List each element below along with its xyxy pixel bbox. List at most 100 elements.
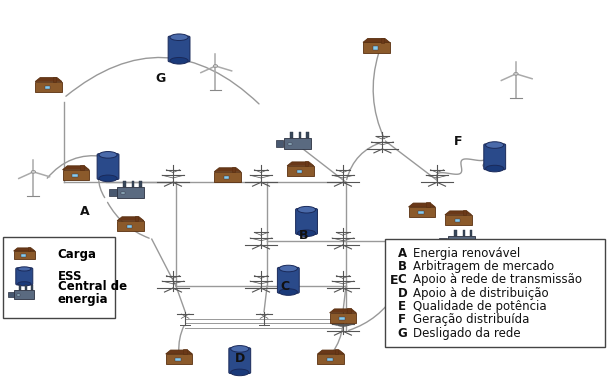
Bar	[288, 143, 292, 145]
FancyArrowPatch shape	[347, 142, 383, 180]
Polygon shape	[214, 168, 241, 172]
Polygon shape	[363, 38, 390, 42]
Polygon shape	[117, 217, 144, 221]
FancyBboxPatch shape	[287, 166, 314, 176]
Text: Energia renovável: Energia renovável	[413, 247, 520, 260]
FancyBboxPatch shape	[484, 144, 506, 170]
Bar	[109, 189, 117, 196]
Bar	[232, 167, 236, 172]
FancyBboxPatch shape	[317, 354, 344, 364]
Bar	[139, 181, 141, 187]
Ellipse shape	[18, 267, 31, 271]
Bar	[127, 225, 132, 228]
FancyArrowPatch shape	[47, 156, 103, 178]
Bar	[21, 254, 25, 257]
Bar	[30, 285, 33, 290]
Bar	[373, 47, 378, 50]
Text: Apoio à de distribuição: Apoio à de distribuição	[413, 287, 548, 299]
Text: ESS: ESS	[58, 270, 82, 283]
FancyArrowPatch shape	[373, 54, 384, 139]
Ellipse shape	[297, 230, 316, 236]
FancyBboxPatch shape	[168, 36, 190, 62]
Bar	[448, 236, 475, 247]
Ellipse shape	[486, 142, 504, 148]
Bar	[284, 138, 311, 149]
Text: A: A	[80, 205, 90, 218]
Polygon shape	[445, 211, 472, 215]
Ellipse shape	[388, 275, 407, 281]
FancyBboxPatch shape	[3, 237, 115, 318]
FancyBboxPatch shape	[330, 313, 356, 323]
Text: F: F	[454, 134, 463, 148]
Circle shape	[514, 73, 518, 75]
Bar	[455, 219, 460, 222]
Circle shape	[213, 65, 218, 67]
Bar	[121, 192, 125, 194]
FancyArrowPatch shape	[348, 292, 396, 330]
Bar	[454, 230, 456, 236]
Polygon shape	[166, 350, 192, 354]
Text: Qualidade de potência: Qualidade de potência	[413, 300, 546, 313]
Bar	[381, 38, 384, 43]
Bar	[470, 230, 472, 236]
Bar	[123, 181, 126, 187]
Bar	[183, 349, 187, 354]
Circle shape	[31, 171, 36, 173]
Bar	[28, 247, 30, 251]
FancyArrowPatch shape	[333, 326, 343, 352]
Bar	[117, 187, 144, 198]
FancyBboxPatch shape	[387, 277, 409, 303]
Text: C: C	[280, 279, 290, 293]
Bar	[463, 230, 465, 236]
Bar	[297, 170, 302, 173]
Text: energia: energia	[58, 293, 108, 307]
Bar	[8, 292, 14, 297]
Text: D: D	[398, 287, 407, 299]
FancyBboxPatch shape	[445, 215, 472, 225]
Bar	[335, 349, 339, 354]
Bar	[327, 358, 333, 361]
Bar	[339, 317, 345, 320]
Ellipse shape	[99, 152, 117, 158]
Bar	[17, 294, 20, 296]
Bar	[276, 140, 283, 147]
Text: Central de: Central de	[58, 280, 127, 294]
Bar	[224, 176, 229, 179]
Text: Desligado da rede: Desligado da rede	[413, 327, 520, 339]
FancyBboxPatch shape	[229, 348, 251, 374]
Ellipse shape	[170, 34, 188, 40]
Ellipse shape	[170, 58, 188, 64]
FancyBboxPatch shape	[63, 170, 89, 180]
Bar	[53, 77, 56, 82]
FancyArrowPatch shape	[99, 159, 104, 198]
Ellipse shape	[279, 289, 297, 295]
Polygon shape	[35, 78, 62, 82]
FancyBboxPatch shape	[166, 354, 192, 364]
Bar	[132, 181, 134, 187]
Ellipse shape	[388, 299, 407, 305]
Bar	[290, 132, 293, 138]
FancyBboxPatch shape	[35, 82, 62, 92]
Bar	[347, 308, 351, 313]
FancyBboxPatch shape	[409, 207, 435, 217]
Bar	[80, 165, 84, 170]
Text: E: E	[398, 300, 405, 313]
Text: Apoio à rede de transmissão: Apoio à rede de transmissão	[413, 273, 582, 286]
Ellipse shape	[18, 282, 31, 286]
Text: C: C	[398, 273, 406, 286]
Text: Geração distribuída: Geração distribuída	[413, 313, 529, 326]
FancyArrowPatch shape	[179, 326, 184, 352]
FancyArrowPatch shape	[107, 202, 149, 238]
Bar	[452, 241, 456, 243]
Ellipse shape	[231, 369, 249, 376]
FancyBboxPatch shape	[13, 251, 35, 259]
FancyBboxPatch shape	[16, 268, 33, 285]
FancyBboxPatch shape	[296, 209, 317, 234]
Ellipse shape	[486, 165, 504, 172]
Polygon shape	[13, 248, 35, 251]
Text: E: E	[390, 274, 399, 287]
Ellipse shape	[231, 346, 249, 352]
Bar	[306, 132, 308, 138]
Polygon shape	[63, 166, 89, 170]
Ellipse shape	[279, 265, 297, 272]
